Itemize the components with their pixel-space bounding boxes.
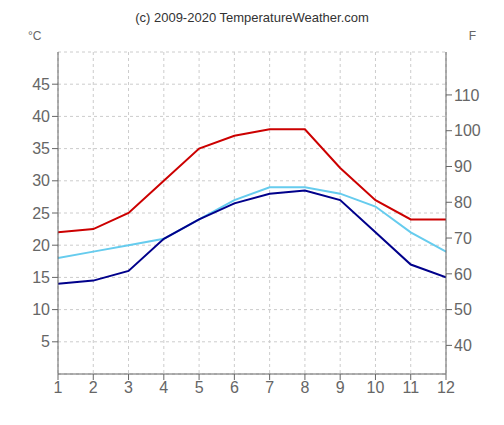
svg-text:1: 1 bbox=[54, 379, 63, 396]
svg-text:8: 8 bbox=[300, 379, 309, 396]
svg-text:5: 5 bbox=[195, 379, 204, 396]
html-text:°C: °C bbox=[28, 29, 42, 43]
svg-text:11: 11 bbox=[402, 379, 419, 396]
svg-text:5: 5 bbox=[41, 333, 50, 350]
svg-text:70: 70 bbox=[454, 230, 472, 247]
svg-text:3: 3 bbox=[124, 379, 133, 396]
svg-text:30: 30 bbox=[32, 172, 50, 189]
svg-text:25: 25 bbox=[32, 205, 50, 222]
svg-text:4: 4 bbox=[159, 379, 168, 396]
svg-text:7: 7 bbox=[265, 379, 274, 396]
svg-text:40: 40 bbox=[32, 108, 50, 125]
html-text:(c) 2009-2020 TemperatureWeath: (c) 2009-2020 TemperatureWeather.com bbox=[135, 10, 369, 25]
svg-text:12: 12 bbox=[437, 379, 455, 396]
svg-text:10: 10 bbox=[32, 301, 50, 318]
svg-text:100: 100 bbox=[454, 122, 481, 139]
svg-text:80: 80 bbox=[454, 194, 472, 211]
svg-text:90: 90 bbox=[454, 158, 472, 175]
svg-text:110: 110 bbox=[454, 87, 480, 104]
svg-text:50: 50 bbox=[454, 301, 472, 318]
svg-text:9: 9 bbox=[336, 379, 345, 396]
svg-text:35: 35 bbox=[32, 140, 50, 157]
svg-text:15: 15 bbox=[32, 269, 50, 286]
svg-text:60: 60 bbox=[454, 266, 472, 283]
svg-text:45: 45 bbox=[32, 76, 50, 93]
svg-text:2: 2 bbox=[89, 379, 98, 396]
svg-text:40: 40 bbox=[454, 337, 472, 354]
svg-text:20: 20 bbox=[32, 237, 50, 254]
html-text:F: F bbox=[468, 29, 476, 43]
svg-text:6: 6 bbox=[230, 379, 239, 396]
svg-text:10: 10 bbox=[367, 379, 385, 396]
